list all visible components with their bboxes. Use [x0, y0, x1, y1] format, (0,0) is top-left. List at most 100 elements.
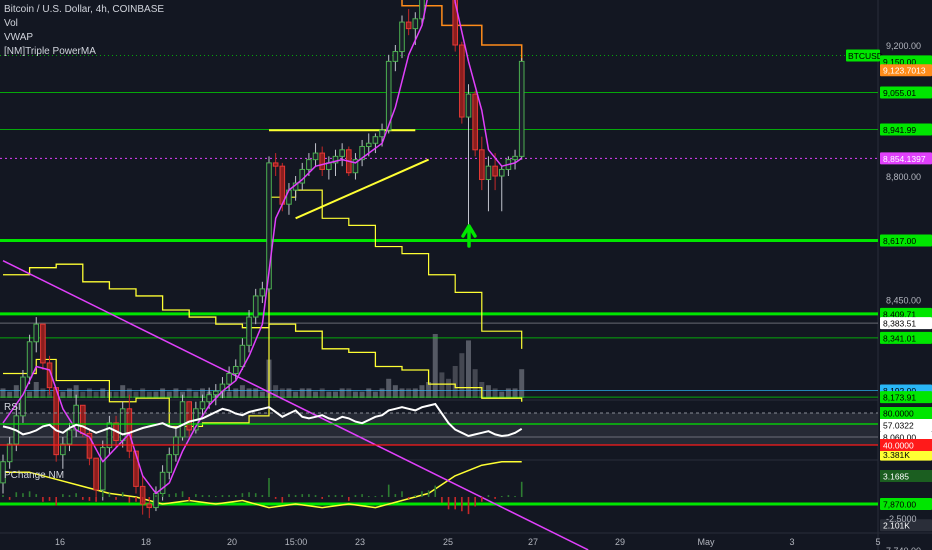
- volume-bar: [193, 391, 199, 398]
- volume-bar: [333, 391, 338, 398]
- pchange-bar: [35, 494, 38, 497]
- pchange-bar: [135, 497, 137, 502]
- rsi-label: RSI: [4, 402, 21, 413]
- candle-body: [166, 454, 173, 473]
- candle-body: [385, 60, 392, 131]
- volume-bar: [273, 385, 279, 398]
- candle-body: [312, 152, 319, 161]
- candle-body: [33, 323, 40, 343]
- pchange-bar: [520, 481, 523, 497]
- symbol-tag: [846, 49, 880, 62]
- time-axis-label: 3: [789, 537, 794, 547]
- candle-body: [173, 436, 179, 456]
- pchange-tag-label: 3.1685: [883, 472, 909, 482]
- volume-bar: [519, 369, 525, 398]
- volume-bar: [226, 391, 232, 398]
- volume-bar: [406, 388, 412, 398]
- pchange-bar: [188, 497, 190, 501]
- pchange-bar: [42, 497, 44, 502]
- volume-bar: [73, 385, 79, 398]
- candle-body: [365, 142, 372, 148]
- volume-bar: [200, 388, 205, 398]
- pchange-bar: [348, 497, 350, 501]
- volume-bar: [40, 388, 46, 398]
- price-tag: [880, 152, 932, 165]
- legend-item-vwap: VWAP: [4, 32, 34, 43]
- candle-body: [186, 401, 192, 431]
- pchange-bar: [82, 497, 84, 500]
- pchange-bar: [155, 495, 157, 497]
- candle-body: [405, 21, 412, 30]
- volume-bar: [100, 388, 106, 398]
- volume-bar: [466, 340, 471, 398]
- pchange-bar: [341, 495, 343, 497]
- pchange-bar: [481, 497, 483, 502]
- triangle-bottom-line: [295, 158, 430, 220]
- candle-body: [252, 295, 259, 318]
- price-tag-label: 3.381K: [883, 450, 910, 460]
- pchange-bar: [221, 495, 224, 497]
- pchange-bar: [421, 491, 423, 497]
- price-tag-label: 9,123.7013: [883, 66, 926, 76]
- volume-bar: [253, 388, 259, 398]
- pchange-bar: [507, 495, 510, 497]
- volume-bar: [326, 391, 332, 398]
- candle-body: [0, 461, 6, 484]
- volume-bar: [239, 385, 245, 398]
- volume-bar: [86, 388, 92, 398]
- candle-body: [512, 155, 518, 161]
- price-tag-label: 8,173.91: [883, 393, 916, 403]
- candle-body: [472, 93, 478, 151]
- time-axis-label: 18: [141, 537, 151, 547]
- candle-body: [498, 168, 505, 177]
- pchange-bar: [301, 494, 304, 497]
- time-axis-label: May: [697, 537, 715, 547]
- pchange-bar: [175, 493, 177, 497]
- candle-body: [266, 162, 272, 290]
- volume-bar: [499, 391, 505, 398]
- volume-bar: [485, 385, 491, 398]
- candle-body: [492, 165, 498, 177]
- pchange-bar: [434, 485, 437, 497]
- pchange-bar: [248, 492, 250, 497]
- candle-body: [199, 401, 206, 410]
- volume-bar: [446, 378, 452, 398]
- candle-body: [372, 136, 379, 144]
- volume-bar: [352, 391, 358, 398]
- candle-body: [26, 341, 33, 378]
- pchange-bar: [15, 492, 18, 497]
- price-tag: [880, 64, 932, 77]
- candle-body: [99, 447, 106, 491]
- price-tag: [880, 86, 932, 99]
- candle-body: [66, 429, 73, 445]
- pchange-bar: [254, 493, 257, 497]
- powerma-orange-line: [401, 0, 523, 72]
- time-axis-label: 29: [615, 537, 625, 547]
- candle-body: [459, 44, 465, 118]
- candle-body: [479, 149, 485, 181]
- volume-bar: [372, 391, 378, 398]
- candle-body: [139, 485, 146, 505]
- ema-magenta-line: [2, 0, 523, 495]
- pchange-bar: [354, 495, 357, 497]
- pchange-bar: [500, 496, 503, 498]
- volume-bar: [359, 391, 365, 398]
- volume-bar: [299, 388, 305, 398]
- candle-body: [352, 159, 359, 174]
- rsi-tag: [880, 439, 932, 451]
- pchange-bar: [268, 478, 270, 497]
- candle-body: [226, 373, 232, 385]
- candle-body: [279, 165, 286, 205]
- pchange-bar: [308, 494, 310, 497]
- volume-bar: [492, 388, 498, 398]
- pchange-bar: [241, 493, 244, 497]
- price-tag-label: 2.101K: [883, 521, 910, 531]
- candle-body: [419, 0, 425, 20]
- pchange-label: PChange NM: [4, 470, 65, 481]
- magenta-trendline: [2, 260, 589, 550]
- rsi-tag: [880, 419, 932, 431]
- legend-item-powerma: [NM]Triple PowerMA: [4, 46, 96, 57]
- volume-bar: [339, 388, 345, 398]
- volume-bar: [160, 388, 166, 398]
